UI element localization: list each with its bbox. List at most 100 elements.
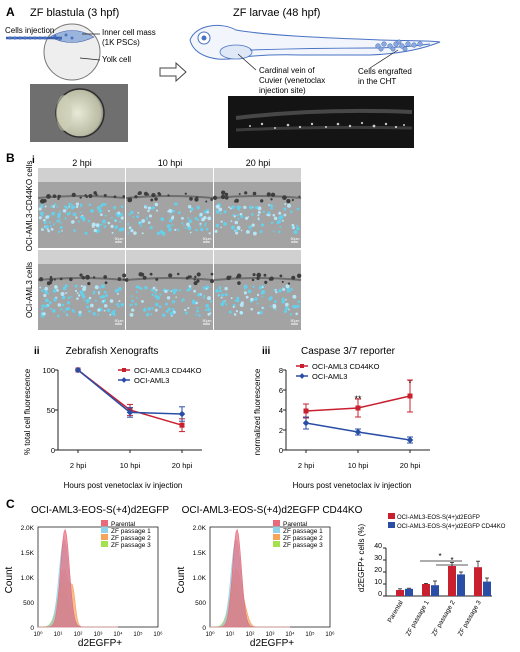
fluorescent-cell [80,284,84,288]
fluorescent-cell [144,286,148,290]
hist1-title: OCI-AML3-EOS-S(+4)d2EGFP [31,505,169,516]
fluorescent-cell [44,225,49,229]
biii-ytick-8: 8 [279,366,283,375]
fluorescent-cell [228,310,232,314]
fluorescent-cell [196,218,200,222]
fluorescent-cell [71,220,75,224]
fluorescent-cell [99,286,101,289]
fluorescent-cell [43,293,47,298]
panel-c: C OCI-AML3-EOS-S(+4)d2EGFP OCI-AML3-EOS-… [4,497,506,649]
fluorescent-cell [146,216,149,219]
hist-curve-0 [37,581,118,628]
fluorescent-cell [171,215,175,218]
micrograph-r1-c2: 50μm [213,250,302,330]
bar-sig-2: * [450,556,453,565]
fluorescent-cell [207,216,212,221]
fluorescent-cell [141,300,144,303]
fluorescent-cell [267,211,271,215]
fluorescent-cell [295,312,299,316]
melanocyte-dot [193,278,196,281]
micrograph-r0-c0: 50μm [37,168,126,248]
fluorescent-cell [230,220,233,222]
fluorescent-cell [141,232,144,235]
fluorescent-cell [93,228,97,233]
fluorescent-cell [148,214,152,218]
fluorescent-cell [220,296,223,299]
bar-0-1 [422,584,430,596]
fluorescent-cell [71,204,74,207]
fluorescent-cell [220,302,224,307]
fluorescent-cell [238,228,240,231]
melanocyte-dot [194,197,199,202]
fluorescent-cell [84,231,88,235]
fluorescent-cell [251,223,255,227]
scale-bar-label: 50μm [203,319,212,323]
fluorescent-cell [47,292,50,295]
melanocyte-dot [38,277,44,282]
fluorescent-cell [204,308,208,312]
hist1-legend-swatch-zf3 [101,541,108,547]
fluorescent-cell [233,313,237,316]
hist2-ytick-2k: 2.0K [193,525,207,532]
fluorescent-cell [120,216,124,220]
biii-legend-blue: OCI-AML3 [312,372,347,381]
fluorescent-cell [99,229,101,232]
fluorescent-cell [144,307,146,309]
bii-plot [55,366,202,453]
fluorescent-cell [138,221,141,224]
fluorescent-cell [42,312,46,316]
fluorescent-cell [238,208,241,211]
fluorescent-cell [65,206,69,210]
fluorescent-cell [261,306,264,309]
fluorescent-cell [232,305,235,308]
melanocyte-dot [122,195,126,198]
scale-bar-label: 50μm [291,319,300,323]
bii-ytick-50: 50 [47,406,55,415]
fluorescent-cell [56,288,59,292]
bii-ytick-0: 0 [51,446,55,455]
label-inner-mass-1: Inner cell mass [102,28,156,37]
fluorescent-cell [285,306,289,310]
fluorescent-cell [117,305,120,308]
melanocyte-dot [53,278,56,281]
fluorescent-cell [88,309,91,313]
melanocyte-dot [256,272,262,278]
fluorescent-cell [284,203,287,206]
fluorescent-cell [200,227,204,232]
biii-legend-marker-blue [299,373,305,379]
col-header-2hpi: 2 hpi [72,158,92,168]
fluorescent-cell [102,219,106,224]
fluorescent-cell [135,285,140,289]
hist1-ytick-2k: 2.0K [21,525,35,532]
fluorescent-cell [223,221,227,226]
fluorescent-cell [86,305,90,309]
melanocyte-dot [150,198,154,202]
fluorescent-cell [100,204,103,208]
fluorescent-cell [181,216,184,220]
hist1-ytick-0: 0 [30,625,34,632]
fluorescent-cell [272,230,275,233]
fluorescent-cell [46,228,49,231]
fluorescent-cell [128,213,131,216]
fluorescent-cell [283,309,288,313]
fluorescent-cell [177,211,181,215]
hist1-legend-zf1: ZF passage 1 [111,528,151,535]
fluorescent-cell [52,205,55,208]
fluorescent-cell [274,288,277,291]
label-cells-injection: Cells injection [5,26,54,35]
micrograph-vessel [125,277,214,281]
hist1-ytick-500: 500 [23,600,34,607]
fluorescent-cell [186,288,190,292]
hist1-legend-swatch-parental [101,520,108,526]
biii-ylabel: normalized fluorescence [253,368,262,455]
fluorescent-cell [260,223,265,227]
melanocyte-dot [263,273,267,277]
fluorescent-cell [239,311,244,315]
fluorescent-cell [237,217,240,220]
fluorescent-cell [215,210,220,214]
melanocyte-dot [49,278,53,282]
fluorescent-cell [59,210,62,213]
melanocyte-dot [196,272,201,277]
fluorescent-cell [74,284,78,288]
melanocyte-dot [79,196,82,199]
